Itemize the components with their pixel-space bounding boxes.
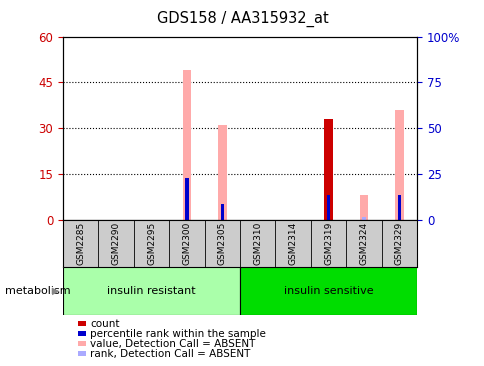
Text: metabolism: metabolism — [5, 286, 70, 296]
Bar — [217, 125, 227, 220]
Text: GSM2324: GSM2324 — [359, 222, 368, 265]
Text: percentile rank within the sample: percentile rank within the sample — [90, 329, 266, 339]
Bar — [240, 267, 416, 315]
Bar — [394, 110, 403, 220]
Bar — [63, 267, 240, 315]
Text: insulin sensitive: insulin sensitive — [283, 286, 373, 296]
Bar — [185, 178, 188, 220]
Text: GDS158 / AA315932_at: GDS158 / AA315932_at — [156, 11, 328, 27]
Text: GSM2285: GSM2285 — [76, 222, 85, 265]
Text: ▶: ▶ — [52, 286, 60, 296]
Bar — [326, 195, 330, 220]
Text: GSM2329: GSM2329 — [394, 222, 403, 265]
Text: GSM2290: GSM2290 — [111, 222, 121, 265]
Text: GSM2300: GSM2300 — [182, 222, 191, 265]
Text: GSM2310: GSM2310 — [253, 222, 262, 265]
Bar — [220, 204, 224, 220]
Bar — [326, 195, 330, 220]
Bar — [182, 70, 191, 220]
Text: GSM2314: GSM2314 — [288, 222, 297, 265]
Bar — [362, 217, 365, 220]
Bar — [323, 119, 333, 220]
Text: rank, Detection Call = ABSENT: rank, Detection Call = ABSENT — [90, 348, 250, 359]
Text: GSM2319: GSM2319 — [323, 222, 333, 265]
Text: GSM2305: GSM2305 — [217, 222, 227, 265]
Text: count: count — [90, 319, 120, 329]
Bar — [359, 195, 368, 220]
Text: GSM2295: GSM2295 — [147, 222, 156, 265]
Text: value, Detection Call = ABSENT: value, Detection Call = ABSENT — [90, 339, 255, 349]
Bar — [397, 195, 400, 220]
Text: insulin resistant: insulin resistant — [107, 286, 196, 296]
